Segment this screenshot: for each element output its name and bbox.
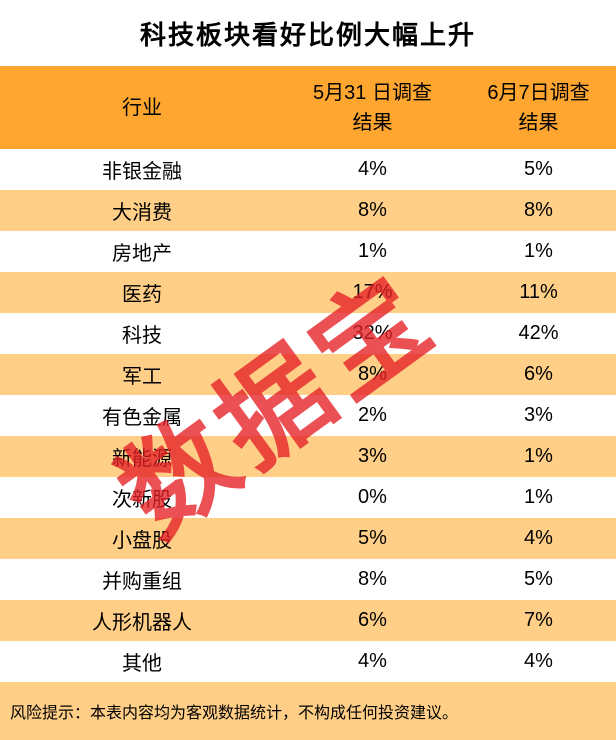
jun7-value-cell: 4%	[524, 527, 553, 549]
industry-cell: 医药	[122, 284, 162, 306]
table-header-row: 行业 5月31 日调查 结果 6月7日调查 结果	[0, 66, 616, 149]
table-row: 房地产 1% 1%	[0, 231, 616, 272]
table-row: 非银金融 4% 5%	[0, 149, 616, 190]
may31-value-cell: 17%	[352, 281, 393, 303]
industry-cell: 军工	[122, 366, 162, 388]
jun7-value-cell: 1%	[524, 240, 553, 262]
table-row: 其他 4% 4%	[0, 641, 616, 682]
may31-value-cell: 5%	[358, 527, 387, 549]
jun7-value-cell: 6%	[524, 363, 553, 385]
column-header-jun7-line2: 结果	[518, 111, 559, 134]
industry-cell: 次新股	[112, 489, 172, 511]
table-row: 科技 32% 42%	[0, 313, 616, 354]
column-header-industry: 行业	[122, 96, 162, 119]
industry-cell: 小盘股	[112, 530, 172, 552]
jun7-value-cell: 8%	[524, 199, 553, 221]
industry-cell: 非银金融	[102, 161, 182, 183]
table-row: 小盘股 5% 4%	[0, 518, 616, 559]
industry-cell: 大消费	[112, 202, 172, 224]
jun7-value-cell: 3%	[524, 404, 553, 426]
table-row: 并购重组 8% 5%	[0, 559, 616, 600]
may31-value-cell: 4%	[358, 158, 387, 180]
industry-cell: 新能源	[112, 448, 172, 470]
risk-note-text: 风险提示：本表内容均为客观数据统计，不构成任何投资建议。	[10, 705, 459, 722]
title-bar: 科技板块看好比例大幅上升	[0, 0, 616, 66]
table-row: 次新股 0% 1%	[0, 477, 616, 518]
jun7-value-cell: 7%	[524, 609, 553, 631]
table-row: 新能源 3% 1%	[0, 436, 616, 477]
column-header-may31: 5月31 日调查 结果	[284, 66, 461, 149]
page-title: 科技板块看好比例大幅上升	[139, 19, 476, 50]
table-row: 医药 17% 11%	[0, 272, 616, 313]
may31-value-cell: 8%	[358, 568, 387, 590]
may31-value-cell: 8%	[358, 199, 387, 221]
table-row: 军工 8% 6%	[0, 354, 616, 395]
jun7-value-cell: 5%	[524, 158, 553, 180]
column-header-may31-line1: 5月31 日调查	[313, 81, 432, 104]
may31-value-cell: 2%	[358, 404, 387, 426]
industry-cell: 房地产	[112, 243, 172, 265]
may31-value-cell: 4%	[358, 650, 387, 672]
survey-table: 行业 5月31 日调查 结果 6月7日调查 结果 非银金融 4% 5% 大消费 …	[0, 66, 616, 682]
jun7-value-cell: 42%	[518, 322, 559, 344]
industry-cell: 人形机器人	[92, 612, 192, 634]
column-header-may31-line2: 结果	[352, 111, 393, 134]
industry-cell: 其他	[122, 653, 162, 675]
may31-value-cell: 3%	[358, 445, 387, 467]
may31-value-cell: 1%	[358, 240, 387, 262]
column-header-jun7: 6月7日调查 结果	[461, 66, 616, 149]
jun7-value-cell: 4%	[524, 650, 553, 672]
table-row: 大消费 8% 8%	[0, 190, 616, 231]
jun7-value-cell: 1%	[524, 486, 553, 508]
industry-cell: 有色金属	[102, 407, 182, 429]
may31-value-cell: 0%	[358, 486, 387, 508]
column-header-jun7-line1: 6月7日调查	[487, 81, 590, 104]
may31-value-cell: 8%	[358, 363, 387, 385]
jun7-value-cell: 5%	[524, 568, 553, 590]
risk-note-bar: 风险提示：本表内容均为客观数据统计，不构成任何投资建议。	[0, 682, 616, 740]
jun7-value-cell: 1%	[524, 445, 553, 467]
jun7-value-cell: 11%	[519, 281, 558, 303]
table-row: 有色金属 2% 3%	[0, 395, 616, 436]
may31-value-cell: 6%	[358, 609, 387, 631]
industry-cell: 并购重组	[102, 571, 182, 593]
may31-value-cell: 32%	[352, 322, 393, 344]
table-row: 人形机器人 6% 7%	[0, 600, 616, 641]
industry-cell: 科技	[122, 325, 162, 347]
